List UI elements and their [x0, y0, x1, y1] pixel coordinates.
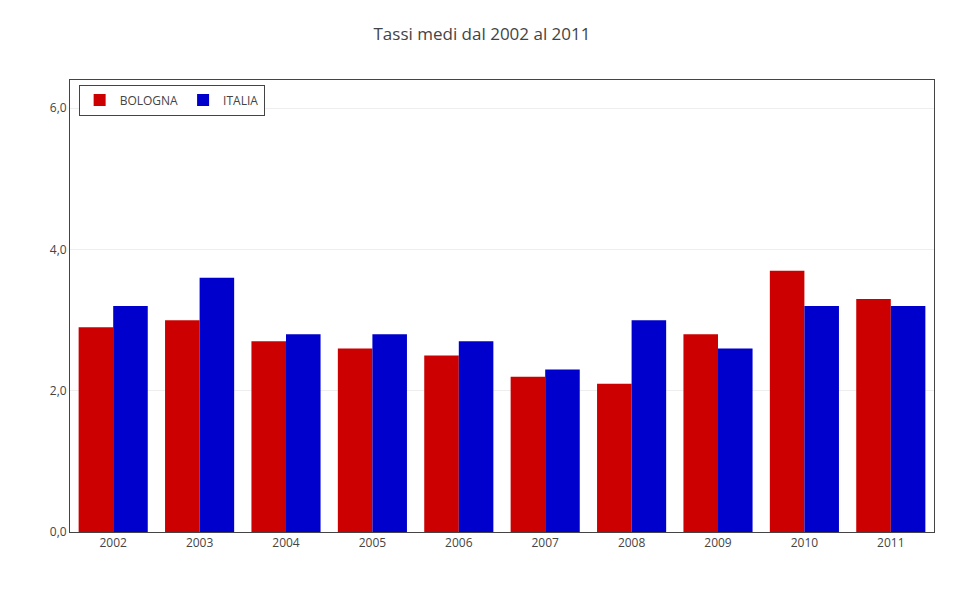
svg-text:2006: 2006 — [445, 534, 473, 551]
svg-text:Tassi medi dal 2002 al 2011: Tassi medi dal 2002 al 2011 — [374, 22, 591, 45]
svg-text:2002: 2002 — [99, 534, 127, 551]
svg-text:2007: 2007 — [531, 534, 559, 551]
svg-text:4,0: 4,0 — [50, 241, 67, 258]
svg-text:2004: 2004 — [272, 534, 300, 551]
svg-text:2010: 2010 — [791, 534, 819, 551]
svg-text:0,0: 0,0 — [50, 523, 67, 540]
svg-text:ITALIA: ITALIA — [223, 92, 258, 109]
svg-text:2009: 2009 — [704, 534, 732, 551]
svg-text:BOLOGNA: BOLOGNA — [120, 92, 178, 109]
svg-text:2008: 2008 — [618, 534, 646, 551]
svg-text:2011: 2011 — [877, 534, 904, 551]
svg-text:2,0: 2,0 — [50, 382, 67, 399]
svg-text:6,0: 6,0 — [50, 99, 67, 116]
svg-text:2005: 2005 — [359, 534, 387, 551]
svg-text:2003: 2003 — [186, 534, 214, 551]
